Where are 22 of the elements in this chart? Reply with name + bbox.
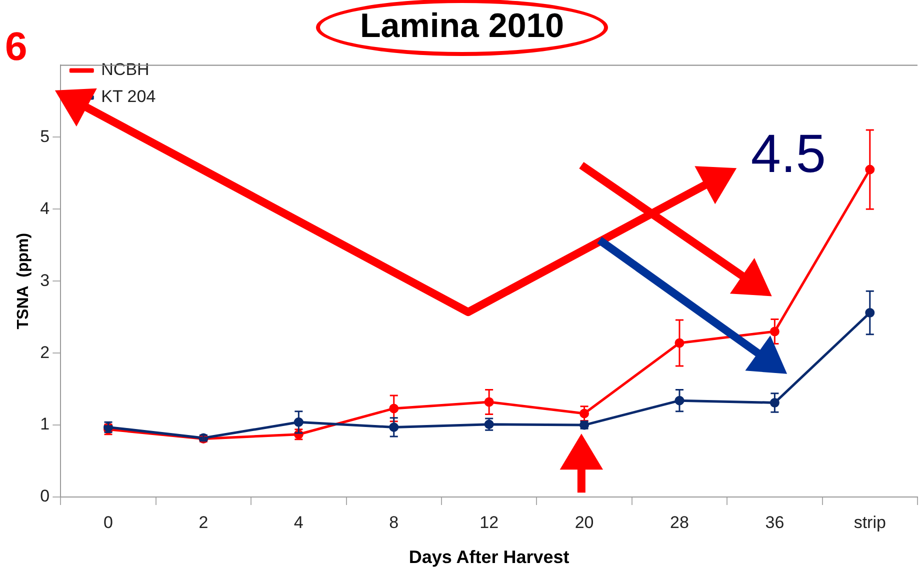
text: 6	[5, 25, 28, 70]
x-tick-label: strip	[854, 512, 886, 532]
y-tick-label: 5	[40, 126, 50, 146]
x-tick-label: 2	[198, 512, 208, 532]
y-tick-label: 4	[40, 198, 50, 218]
legend-label: KT 204	[101, 87, 156, 106]
legend-label: NCBH	[101, 60, 150, 80]
x-axis-title: Days After Harvest	[408, 547, 570, 568]
x-tick-label: 12	[480, 512, 499, 532]
x-tick-label: 8	[389, 512, 399, 532]
annotation: 4.5	[750, 122, 826, 185]
x-tick-label: 36	[765, 512, 784, 532]
y-tick-label: 1	[40, 414, 50, 434]
y-tick-label: 0	[40, 486, 50, 506]
x-tick-label: 28	[670, 512, 689, 532]
y-tick-label: 3	[40, 270, 50, 290]
y-tick-label: 2	[40, 342, 50, 362]
x-tick-label: 0	[104, 512, 113, 532]
chart-title: Lamina 2010	[360, 6, 564, 44]
x-tick-label: 4	[294, 512, 304, 532]
y-axis-title: TSNA (ppm)	[15, 232, 32, 330]
x-tick-label: 20	[574, 512, 594, 532]
